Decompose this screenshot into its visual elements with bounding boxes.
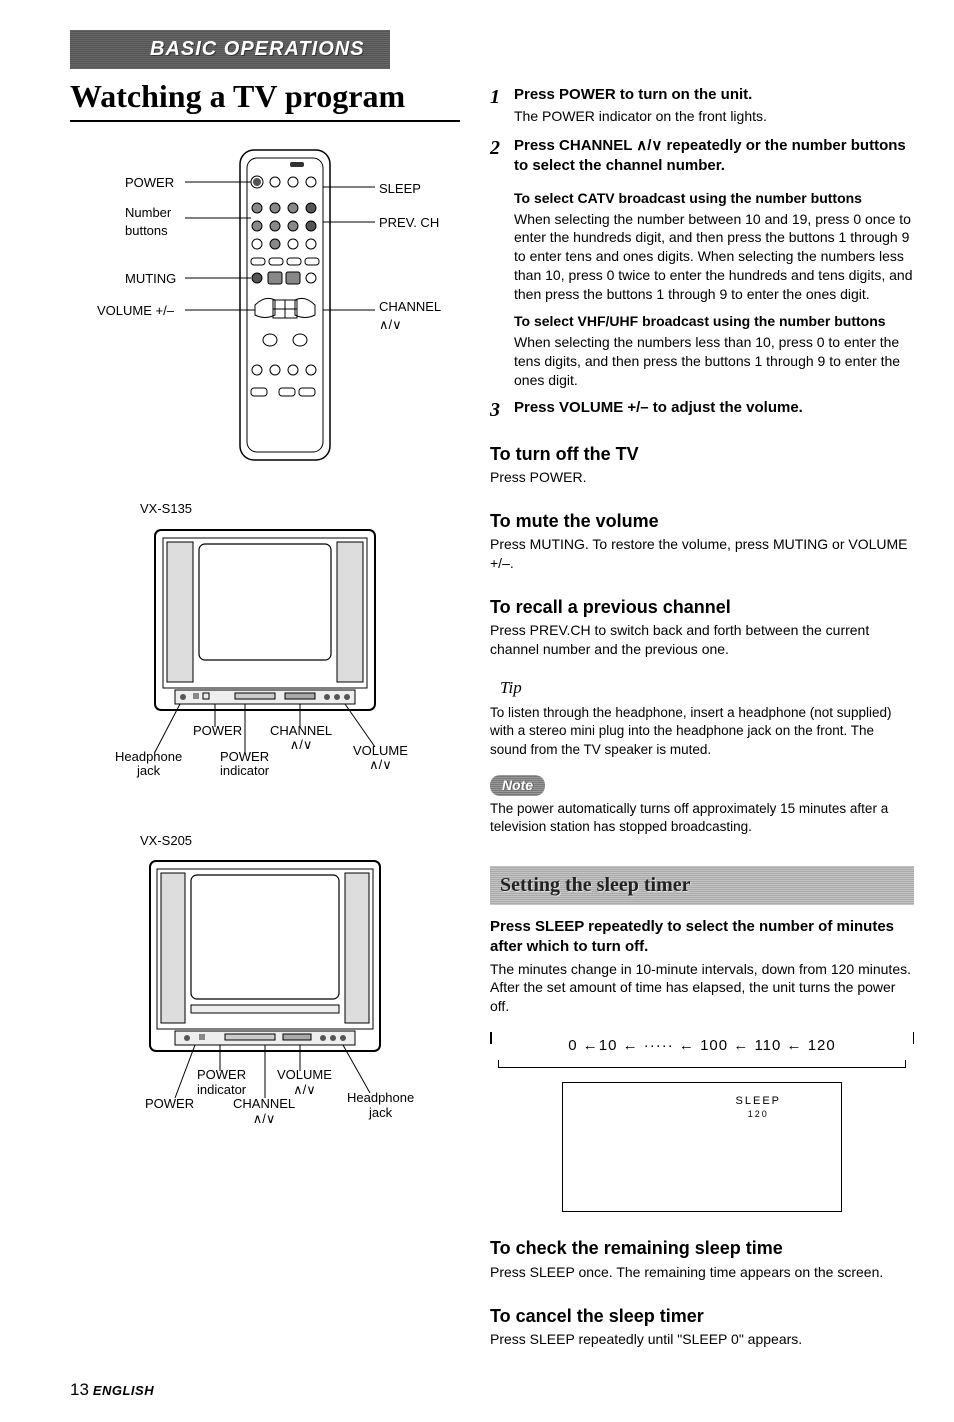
sleep-osd-text: SLEEP 120 [736, 1095, 781, 1119]
page-number: 13 [70, 1380, 89, 1399]
remote-label-channel: CHANNEL ∧/∨ [379, 298, 441, 333]
section-recall-title: To recall a previous channel [490, 595, 914, 619]
tv2-label-channel: CHANNEL ∧/∨ [233, 1097, 295, 1126]
step-1: 1 Press POWER to turn on the unit. The P… [490, 85, 914, 126]
sleep-sequence-text: 0 ←10 ← ····· ← 100 ← 110 ← 120 [498, 1036, 906, 1056]
sleep-osd-box: SLEEP 120 [562, 1082, 842, 1212]
step2-sub-vhf: To select VHF/UHF broadcast using the nu… [514, 312, 914, 390]
tv1-label-pind: POWER indicator [220, 750, 269, 779]
step-heading: Press POWER to turn on the unit. [514, 85, 914, 105]
tv1-label-channel: CHANNEL ∧/∨ [270, 724, 332, 753]
step-number: 3 [490, 398, 514, 420]
tip-label: Tip [490, 677, 914, 700]
sub-text: When selecting the numbers less than 10,… [514, 333, 914, 390]
step-3: 3 Press VOLUME +/– to adjust the volume. [490, 398, 914, 420]
sleep-banner: Setting the sleep timer [490, 866, 914, 905]
remote-label-volume: VOLUME +/– [97, 302, 174, 320]
right-column: 1 Press POWER to turn on the unit. The P… [490, 75, 914, 1349]
note-text: The power automatically turns off approx… [490, 800, 914, 836]
sleep-cancel-title: To cancel the sleep timer [490, 1304, 914, 1328]
step-number: 2 [490, 136, 514, 179]
sleep-sequence: 0 ←10 ← ····· ← 100 ← 110 ← 120 [490, 1036, 914, 1068]
remote-label-number: Number buttons [125, 204, 171, 239]
section-turnoff-title: To turn off the TV [490, 442, 914, 466]
section-turnoff-text: Press POWER. [490, 468, 914, 487]
step2-sub-catv: To select CATV broadcast using the numbe… [514, 189, 914, 304]
step-2: 2 Press CHANNEL ∧/∨ repeatedly or the nu… [490, 136, 914, 179]
page-footer: 13 ENGLISH [70, 1379, 914, 1402]
tv2-label-volume: VOLUME ∧/∨ [277, 1068, 332, 1097]
tv1-label-power: POWER [193, 724, 242, 738]
remote-label-muting: MUTING [125, 270, 176, 288]
sleep-cancel-text: Press SLEEP repeatedly until "SLEEP 0" a… [490, 1330, 914, 1349]
tv1-label-volume: VOLUME ∧/∨ [353, 744, 408, 773]
sleep-heading: Press SLEEP repeatedly to select the num… [490, 917, 914, 958]
tv2-model-label: VX-S205 [140, 832, 460, 850]
left-column: Watching a TV program [70, 75, 460, 1349]
remote-figure: POWER Number buttons MUTING VOLUME +/– S… [95, 140, 435, 470]
osd-line2: 120 [748, 1109, 769, 1119]
sub-heading: To select CATV broadcast using the numbe… [514, 189, 914, 208]
sub-heading: To select VHF/UHF broadcast using the nu… [514, 312, 914, 331]
tv1-model-label: VX-S135 [140, 500, 460, 518]
sleep-check-text: Press SLEEP once. The remaining time app… [490, 1263, 914, 1282]
tip-text: To listen through the headphone, insert … [490, 704, 914, 759]
tv1-figure: POWER Headphone jack POWER indicator CHA… [105, 522, 425, 802]
page-title: Watching a TV program [70, 75, 460, 122]
section-mute-text: Press MUTING. To restore the volume, pre… [490, 535, 914, 573]
note-label: Note [490, 775, 545, 796]
section-recall-text: Press PREV.CH to switch back and forth b… [490, 621, 914, 659]
remote-label-prevch: PREV. CH [379, 214, 439, 232]
tv2-label-pind: POWER indicator [197, 1068, 246, 1097]
remote-label-power: POWER [125, 174, 174, 192]
tv2-label-power: POWER [145, 1097, 194, 1111]
sub-text: When selecting the number between 10 and… [514, 210, 914, 304]
sleep-text: The minutes change in 10-minute interval… [490, 960, 914, 1017]
step-heading: Press VOLUME +/– to adjust the volume. [514, 398, 914, 418]
section-banner-basic: BASIC OPERATIONS [70, 30, 390, 69]
tv2-figure: POWER indicator POWER VOLUME ∧/∨ CHANNEL… [105, 853, 425, 1153]
two-column-layout: Watching a TV program [70, 75, 914, 1349]
section-mute-title: To mute the volume [490, 509, 914, 533]
remote-label-sleep: SLEEP [379, 180, 421, 198]
osd-line1: SLEEP [736, 1095, 781, 1107]
tv2-label-hp: Headphone jack [347, 1091, 414, 1120]
tv1-label-hp: Headphone jack [115, 750, 182, 779]
step-heading: Press CHANNEL ∧/∨ repeatedly or the numb… [514, 136, 914, 177]
step-text: The POWER indicator on the front lights. [514, 107, 914, 126]
step-number: 1 [490, 85, 514, 126]
page-language: ENGLISH [93, 1383, 154, 1398]
sleep-check-title: To check the remaining sleep time [490, 1236, 914, 1260]
